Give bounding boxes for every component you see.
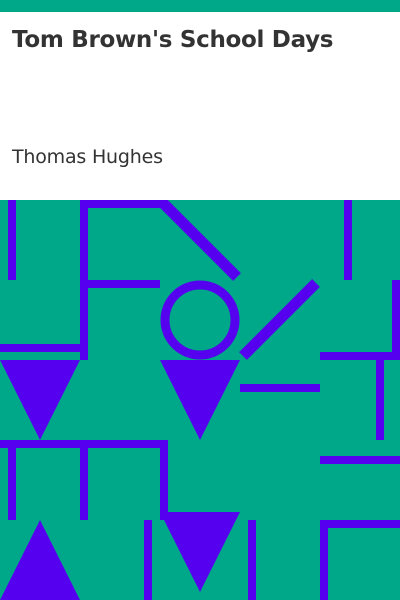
top-accent-bar — [0, 0, 400, 12]
book-title: Tom Brown's School Days — [12, 27, 334, 53]
geometric-pattern-icon — [0, 200, 400, 600]
book-author: Thomas Hughes — [12, 146, 163, 168]
